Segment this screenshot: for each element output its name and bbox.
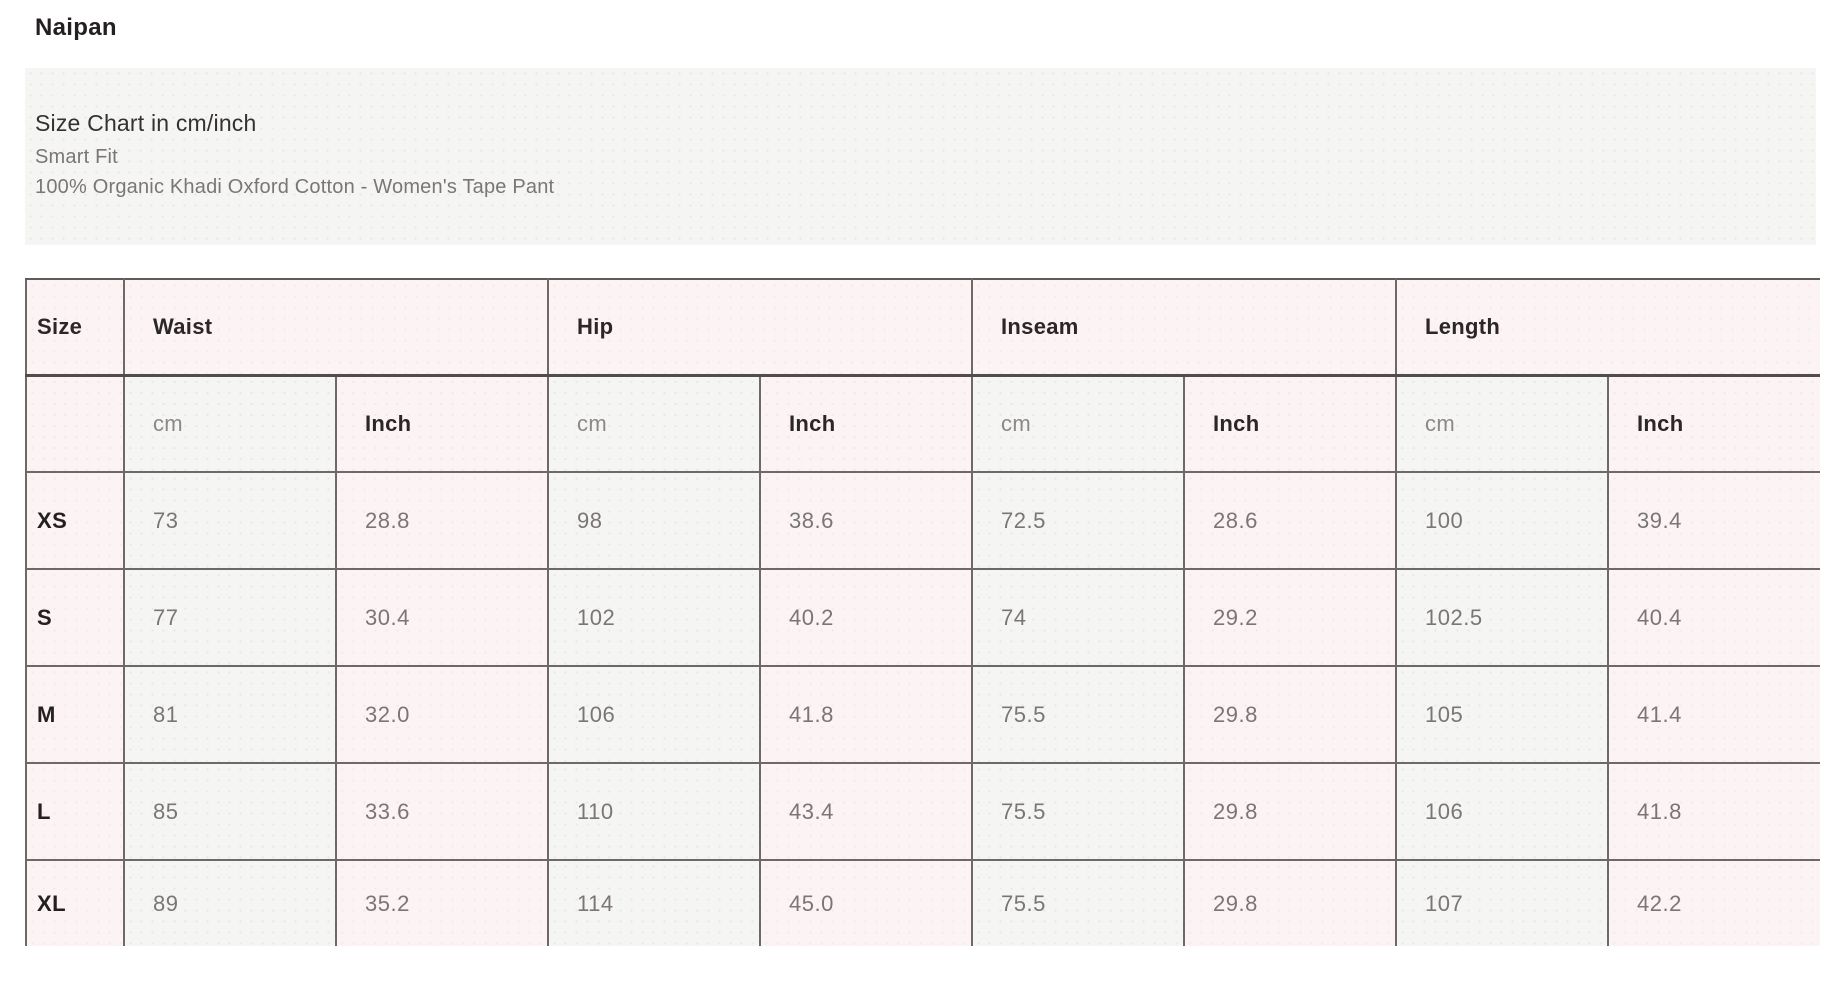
value-cell: 38.6 [759,471,974,570]
value-cell: 28.6 [1183,471,1398,570]
value-cell: 77 [123,568,337,667]
value-cell: 89 [123,859,337,946]
unit-header-length-inch: Inch [1607,374,1821,473]
value-cell: 41.8 [1607,762,1821,861]
value-cell: 75.5 [971,859,1186,946]
header-inseam: Inseam [971,278,1398,377]
unit-header-hip-inch: Inch [759,374,974,473]
value-cell: 74 [971,568,1186,667]
value-cell: 105 [1395,665,1610,764]
table-group-header-row: Size Waist Hip Inseam Length [25,278,1821,377]
value-cell: 102.5 [1395,568,1610,667]
value-cell: 72.5 [971,471,1186,570]
table-row-l: L 85 33.6 110 43.4 75.5 29.8 106 41.8 [25,762,1821,861]
unit-header-inseam-cm: cm [971,374,1186,473]
brand-title: Naipan [35,14,117,41]
header-size: Size [25,278,125,377]
unit-header-empty-cell [25,374,125,473]
size-cell: L [25,762,125,861]
value-cell: 29.8 [1183,665,1398,764]
value-cell: 30.4 [334,568,550,667]
value-cell: 29.2 [1183,568,1398,667]
size-chart-info-box: Size Chart in cm/inch Smart Fit 100% Org… [25,68,1816,245]
table-row-xs: XS 73 28.8 98 38.6 72.5 28.6 100 39.4 [25,471,1821,570]
value-cell: 73 [123,471,337,570]
size-cell: S [25,568,125,667]
value-cell: 32.0 [334,665,550,764]
value-cell: 29.8 [1183,762,1398,861]
unit-header-waist-cm: cm [123,374,337,473]
table-unit-header-row: cm Inch cm Inch cm Inch cm Inch [25,374,1821,473]
header-length: Length [1395,278,1821,377]
value-cell: 29.8 [1183,859,1398,946]
table-row-m: M 81 32.0 106 41.8 75.5 29.8 105 41.4 [25,665,1821,764]
value-cell: 106 [547,665,762,764]
size-chart-title: Size Chart in cm/inch [35,110,257,136]
value-cell: 41.4 [1607,665,1821,764]
size-cell: XL [25,859,125,946]
table-row-s: S 77 30.4 102 40.2 74 29.2 102.5 40.4 [25,568,1821,667]
value-cell: 110 [547,762,762,861]
unit-header-length-cm: cm [1395,374,1610,473]
value-cell: 41.8 [759,665,974,764]
value-cell: 81 [123,665,337,764]
value-cell: 33.6 [334,762,550,861]
value-cell: 75.5 [971,762,1186,861]
value-cell: 102 [547,568,762,667]
product-name-label: 100% Organic Khadi Oxford Cotton - Women… [35,176,555,198]
value-cell: 106 [1395,762,1610,861]
value-cell: 85 [123,762,337,861]
fit-type-label: Smart Fit [35,146,118,168]
unit-header-hip-cm: cm [547,374,762,473]
value-cell: 39.4 [1607,471,1821,570]
value-cell: 100 [1395,471,1610,570]
value-cell: 28.8 [334,471,550,570]
value-cell: 114 [547,859,762,946]
value-cell: 98 [547,471,762,570]
value-cell: 40.2 [759,568,974,667]
value-cell: 42.2 [1607,859,1821,946]
header-hip: Hip [547,278,974,377]
header-waist: Waist [122,278,550,377]
value-cell: 40.4 [1607,568,1821,667]
size-cell: XS [25,471,125,570]
value-cell: 75.5 [971,665,1186,764]
unit-header-waist-inch: Inch [334,374,550,473]
value-cell: 35.2 [334,859,550,946]
value-cell: 43.4 [759,762,974,861]
value-cell: 107 [1395,859,1610,946]
unit-header-inseam-inch: Inch [1183,374,1398,473]
table-row-xl: XL 89 35.2 114 45.0 75.5 29.8 107 42.2 [25,859,1821,946]
size-chart-table: Size Waist Hip Inseam Length cm Inch cm … [25,278,1821,946]
value-cell: 45.0 [759,859,974,946]
size-cell: M [25,665,125,764]
